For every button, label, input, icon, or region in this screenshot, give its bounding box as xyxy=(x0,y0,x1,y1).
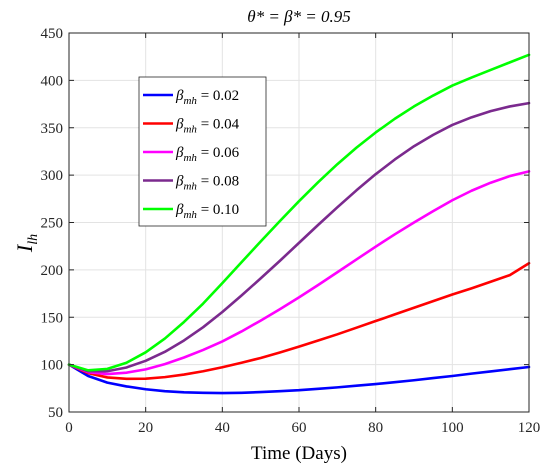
series-lines xyxy=(67,53,531,395)
legend-equals: = xyxy=(197,145,213,161)
y-tick-label: 450 xyxy=(41,26,64,42)
legend-symbol: β xyxy=(175,202,184,218)
y-tick-label: 50 xyxy=(48,405,63,421)
x-tick-label: 20 xyxy=(138,420,153,436)
legend-equals: = xyxy=(197,174,213,190)
axis-ticks: 0 20 40 60 80 100 120 50 100 150 200 250 300 350 400 45… xyxy=(41,26,541,436)
legend-label-1: βmh = 0.04 xyxy=(175,117,240,136)
series-line-3 xyxy=(67,101,531,373)
legend-label-3: βmh = 0.08 xyxy=(175,174,239,193)
x-tick-label: 80 xyxy=(368,420,383,436)
legend-label-2: βmh = 0.06 xyxy=(175,145,240,164)
x-tick-label: 100 xyxy=(441,420,464,436)
series-line-1 xyxy=(67,261,531,381)
legend-label-4: βmh = 0.10 xyxy=(175,202,239,221)
y-tick-label: 350 xyxy=(41,121,64,137)
y-tick-label: 200 xyxy=(41,263,64,279)
legend-subscript: mh xyxy=(183,95,197,107)
x-tick-label: 40 xyxy=(215,420,230,436)
legend-subscript: mh xyxy=(183,209,197,221)
series-line-4 xyxy=(67,53,531,372)
legend-symbol: β xyxy=(175,117,184,133)
y-axis-label-sub: lh xyxy=(26,234,41,245)
legend-value: 0.02 xyxy=(213,88,239,104)
y-tick-label: 400 xyxy=(41,73,64,89)
legend-label-0: βmh = 0.02 xyxy=(175,88,239,107)
x-axis-label: Time (Days) xyxy=(251,443,347,464)
x-tick-label: 0 xyxy=(65,420,73,436)
y-tick-label: 250 xyxy=(41,216,64,232)
x-tick-label: 120 xyxy=(518,420,541,436)
legend-subscript: mh xyxy=(183,181,197,193)
y-axis-label-main: I xyxy=(12,243,37,253)
x-tick-label: 60 xyxy=(292,420,307,436)
y-tick-label: 100 xyxy=(41,358,64,374)
y-tick-label: 300 xyxy=(41,168,64,184)
legend-equals: = xyxy=(197,88,213,104)
legend-value: 0.10 xyxy=(213,202,239,218)
legend-equals: = xyxy=(197,117,213,133)
series-line-2 xyxy=(67,170,531,376)
legend-equals: = xyxy=(197,202,213,218)
series-line-0 xyxy=(67,363,531,395)
legend-value: 0.08 xyxy=(213,174,239,190)
legend-symbol: β xyxy=(175,174,184,190)
chart-title: θ* = β* = 0.95 xyxy=(247,7,351,26)
legend-subscript: mh xyxy=(183,152,197,164)
legend-value: 0.04 xyxy=(213,117,240,133)
legend-subscript: mh xyxy=(183,124,197,136)
legend-value: 0.06 xyxy=(213,145,240,161)
y-tick-label: 150 xyxy=(41,310,64,326)
legend-symbol: β xyxy=(175,145,184,161)
legend-symbol: β xyxy=(175,88,184,104)
y-axis-label: Ilh xyxy=(12,234,41,253)
